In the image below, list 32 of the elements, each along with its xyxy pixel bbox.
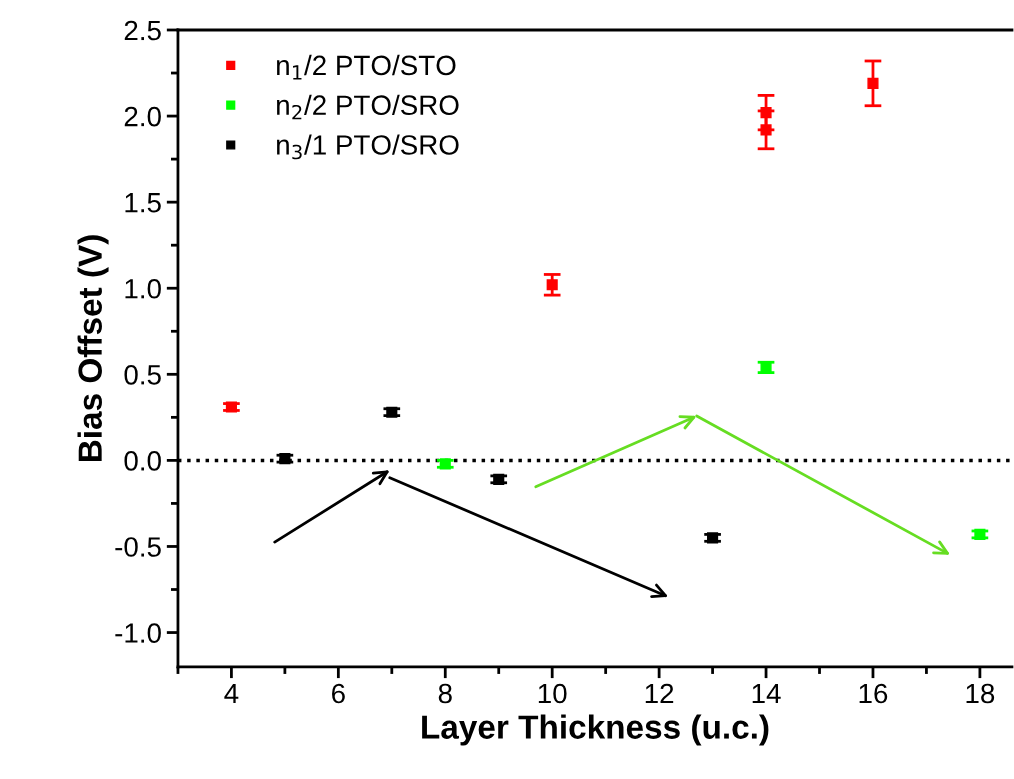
x-tick-label: 6	[332, 683, 345, 704]
y-tick-label: 1.5	[125, 193, 161, 213]
y-tick-label: -1.0	[115, 623, 161, 643]
x-tick-label: 8	[438, 683, 452, 704]
y-tick-label: 0.5	[124, 364, 161, 385]
legend-label: n$_{3}$/1 PTO/SRO	[277, 134, 459, 160]
legend-label: n$_{2}$/2 PTO/SRO	[277, 94, 459, 120]
point	[867, 77, 879, 89]
y-tick-label: 2.5	[124, 20, 161, 41]
y-tick-label: 2.0	[124, 106, 161, 127]
point	[386, 406, 398, 418]
y-tick-label: -0.5	[115, 537, 161, 557]
x-tick-label: 4	[224, 683, 239, 704]
point	[974, 528, 986, 540]
y-tick-label: 1.0	[125, 278, 161, 299]
point	[546, 279, 558, 291]
point	[760, 107, 772, 119]
x-tick-label: 10	[538, 683, 567, 704]
x-tick-label: 18	[966, 683, 995, 704]
y-axis-title: Bias Offset (V)	[77, 235, 109, 462]
x-axis-title: Layer Thickness (u.c.)	[422, 714, 769, 746]
legend-label: n$_{1}$/2 PTO/STO	[277, 54, 456, 80]
point	[760, 124, 772, 136]
y-tick-label: 0.0	[124, 451, 161, 471]
point	[439, 458, 451, 470]
point	[225, 401, 237, 413]
point	[279, 453, 291, 465]
x-tick-label: 16	[859, 683, 888, 704]
point	[707, 532, 719, 544]
point	[493, 473, 505, 485]
x-tick-label: 12	[645, 683, 674, 704]
x-tick-label: 14	[752, 683, 781, 704]
